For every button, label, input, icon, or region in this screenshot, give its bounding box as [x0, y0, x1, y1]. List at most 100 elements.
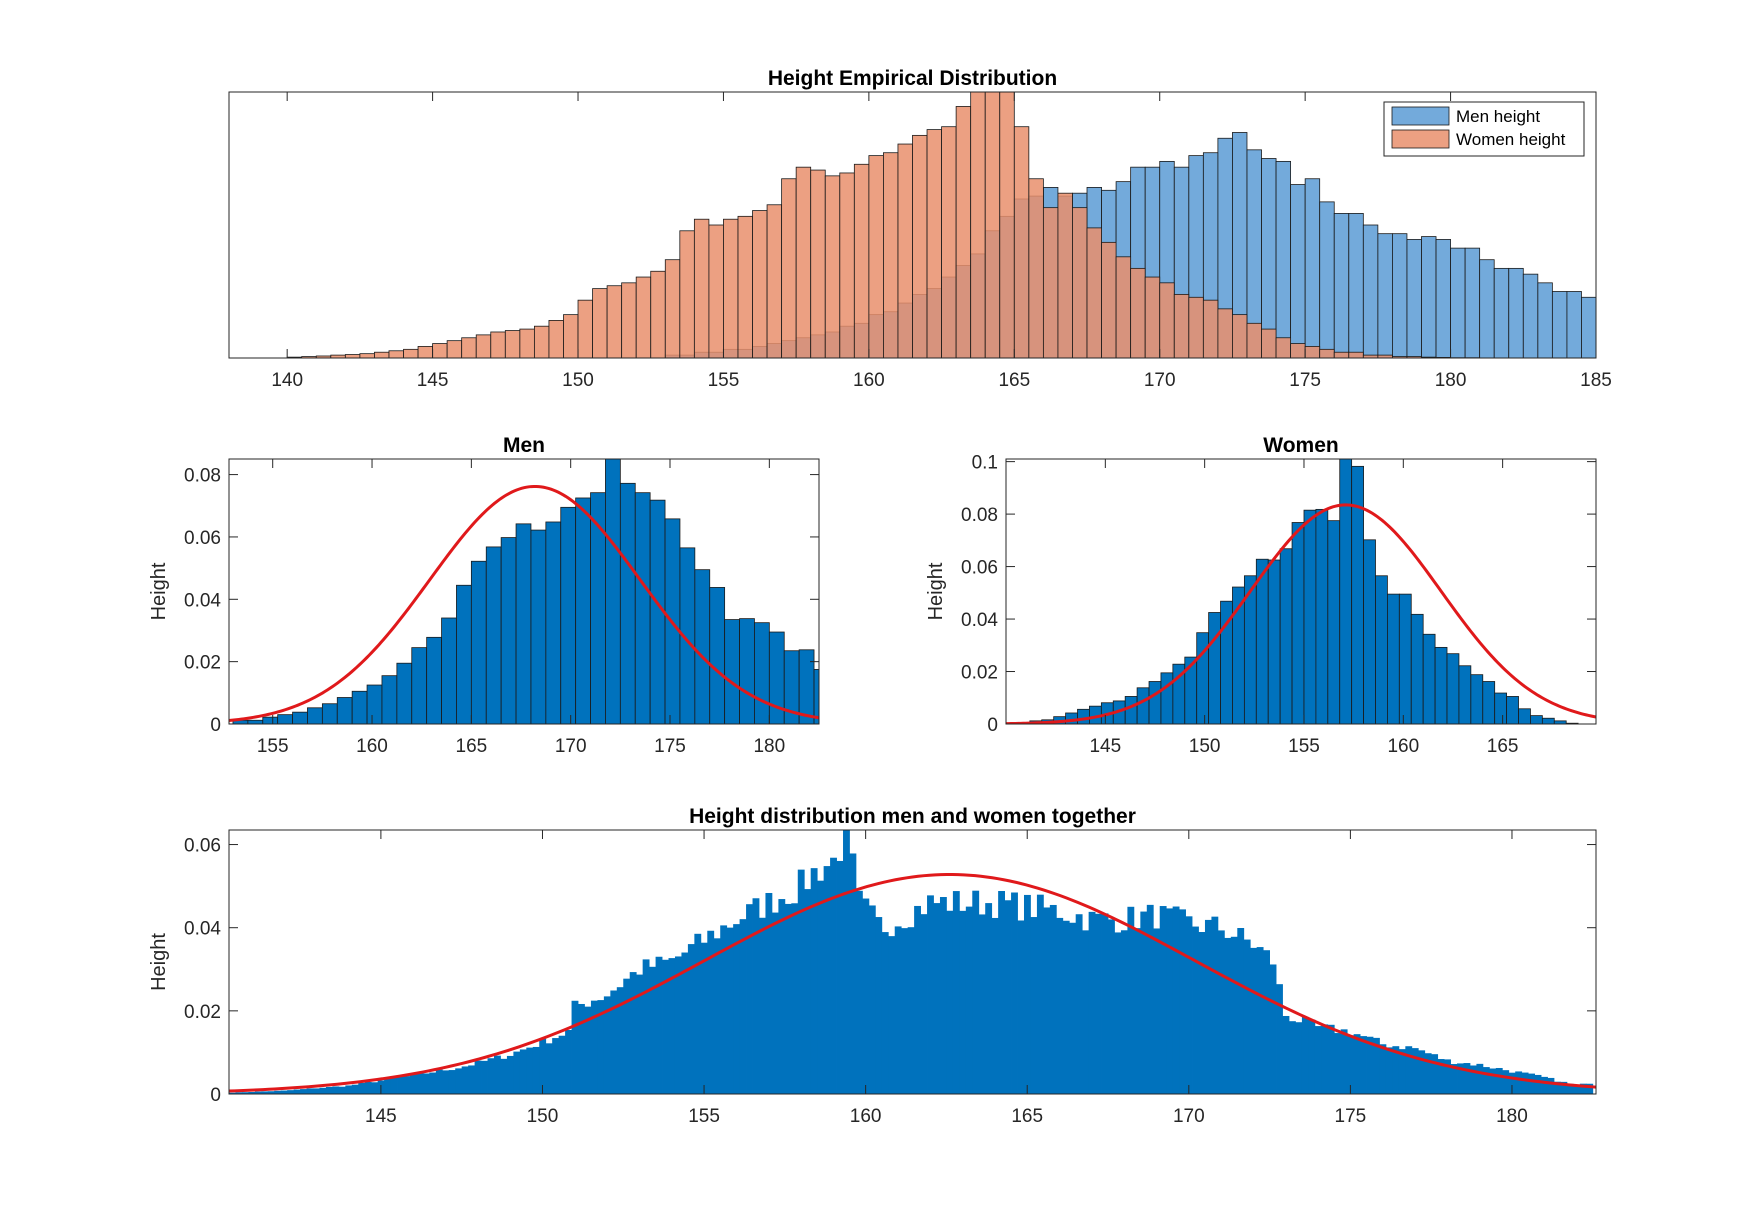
women-height-bar: [490, 331, 506, 358]
combined-histogram-bar: [300, 1089, 307, 1094]
combined-histogram-bar: [1366, 1036, 1374, 1094]
combined-histogram-bar: [597, 1000, 605, 1094]
combined-histogram-bar: [1211, 916, 1219, 1094]
combined-histogram-bar: [843, 830, 850, 1094]
combined-histogram-bar: [1062, 920, 1070, 1094]
combined-histogram-bar: [823, 866, 831, 1094]
women-histogram-bar: [1494, 692, 1508, 724]
combined-histogram-bar: [752, 898, 760, 1094]
men-histogram-bar: [575, 497, 591, 724]
y-tick-label: 0.06: [184, 528, 221, 549]
combined-histogram-bar: [358, 1082, 366, 1094]
y-axis-label: Height: [925, 562, 947, 620]
combined-histogram-bar: [1424, 1053, 1432, 1094]
women-height-bar: [432, 343, 448, 358]
men-histogram-bar: [292, 711, 308, 724]
women-histogram-bar: [1148, 681, 1162, 724]
men-height-bar: [1421, 236, 1437, 358]
women-height-bar: [1013, 126, 1030, 358]
x-tick-label: 170: [1173, 1106, 1205, 1127]
men-histogram-bar: [859, 682, 874, 724]
women-histogram-bar: [1255, 558, 1269, 724]
men-height-bar: [1450, 247, 1466, 358]
combined-histogram-bar: [681, 952, 689, 1094]
women-height-bar: [693, 218, 710, 358]
x-tick-label: 150: [1189, 736, 1221, 757]
combined-histogram-bar: [771, 912, 779, 1094]
women-height-bar: [897, 143, 913, 358]
x-tick-label: 180: [1496, 1106, 1528, 1127]
x-tick-label: 155: [708, 370, 740, 391]
axes-box: [228, 829, 1597, 1095]
combined-histogram-bar: [1179, 909, 1186, 1094]
combined-histogram-bar: [1418, 1050, 1426, 1094]
men-height-bar: [1537, 282, 1553, 358]
men-height-bar: [1435, 239, 1451, 358]
women-height-bar: [839, 172, 855, 358]
combined-histogram-bar: [629, 972, 637, 1094]
chart-combined-height: 145 150 155 160 165 170 175 180 0 0.02 0.04 0.06 Hei…: [148, 805, 1597, 1127]
women-height-bar: [1115, 256, 1132, 358]
combined-histogram-bar: [1011, 892, 1018, 1094]
combined-histogram-bar: [461, 1066, 469, 1094]
x-tick-label: 175: [1289, 370, 1321, 391]
combined-histogram-bar: [804, 889, 812, 1094]
men-histogram-bar: [889, 710, 904, 724]
combined-histogram-bar: [778, 899, 786, 1094]
men-histogram-bar: [739, 618, 755, 724]
combined-histogram-bar: [1347, 1035, 1355, 1094]
combined-histogram-bar: [1120, 930, 1128, 1094]
women-height-bar: [883, 152, 899, 358]
chart-title: Women: [1263, 434, 1338, 457]
combined-histogram-bar: [274, 1090, 282, 1094]
combined-histogram-bar: [991, 917, 999, 1094]
combined-histogram-bar: [468, 1065, 476, 1094]
women-histogram-bar: [1434, 646, 1448, 724]
men-height-bar: [1377, 233, 1393, 358]
women-height-bar: [868, 155, 884, 358]
normal-fit-curve: [1006, 503, 1596, 724]
combined-histogram-bar: [668, 958, 676, 1094]
women-histogram-bar: [1530, 715, 1543, 724]
combined-histogram-bar: [687, 944, 695, 1094]
men-histogram-bar: [456, 584, 472, 724]
combined-histogram-bar: [836, 860, 844, 1094]
combined-histogram-bar: [1379, 1044, 1387, 1094]
combined-histogram-bar: [1030, 917, 1038, 1094]
combined-histogram-bar: [1560, 1081, 1568, 1094]
combined-histogram-bar: [1508, 1072, 1516, 1094]
men-histogram-bar: [470, 560, 487, 724]
men-height-bar: [1392, 233, 1408, 358]
combined-histogram-bar: [1334, 1033, 1342, 1094]
legend-swatch-men: [1391, 106, 1450, 126]
combined-histogram-bar: [739, 919, 747, 1094]
y-tick-label: 0.08: [961, 505, 998, 526]
combined-histogram-bar: [261, 1091, 269, 1094]
combined-histogram-bar: [713, 938, 721, 1094]
women-height-bar: [1348, 351, 1364, 358]
women-histogram-bar: [1553, 720, 1567, 724]
combined-histogram-bar: [1043, 907, 1051, 1094]
combined-histogram-bar: [241, 1092, 249, 1094]
combined-histogram-bar: [539, 1038, 547, 1094]
men-height-bar: [1290, 184, 1306, 358]
combined-histogram-bar: [849, 853, 857, 1094]
women-height-bar: [1217, 308, 1233, 358]
men-histogram-bar: [605, 459, 621, 724]
women-height-bar: [403, 348, 419, 358]
combined-histogram-bar: [907, 927, 915, 1094]
women-height-bar: [1173, 293, 1190, 358]
x-tick-label: 175: [654, 736, 686, 757]
combined-histogram-bar: [662, 959, 669, 1094]
combined-histogram-bar: [1515, 1071, 1523, 1094]
combined-histogram-bar: [1482, 1067, 1490, 1094]
combined-histogram-bar: [1263, 950, 1271, 1094]
combined-histogram-bar: [1282, 1015, 1290, 1094]
combined-histogram-bar: [1095, 913, 1102, 1094]
combined-histogram-bar: [1133, 928, 1141, 1094]
combined-histogram-bar: [1541, 1076, 1548, 1094]
combined-histogram-bar: [1256, 947, 1264, 1094]
combined-histogram-bar: [1573, 1085, 1581, 1094]
men-histogram-bar: [694, 569, 711, 724]
men-histogram-bar: [426, 636, 442, 724]
